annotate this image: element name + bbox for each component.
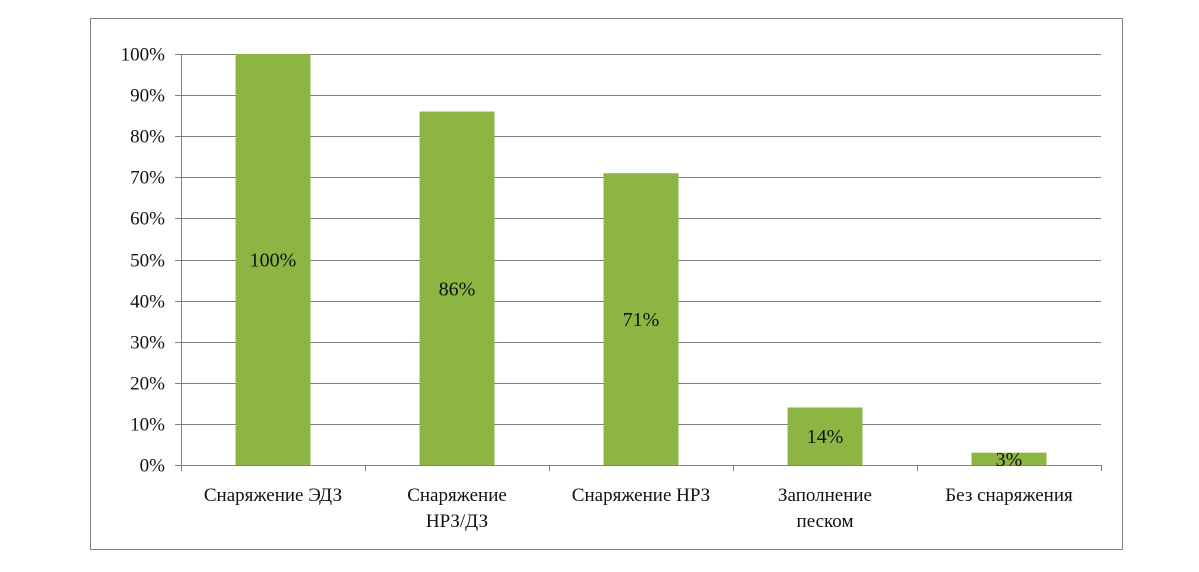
y-tick-label: 50% — [130, 251, 165, 272]
data-label: 86% — [439, 278, 476, 300]
x-category-labels: Снаряжение ЭДЗ Снаряжение НРЗ/ДЗ Снаряжение… — [204, 485, 1073, 532]
x-category-label: Без снаряжения — [945, 485, 1073, 506]
y-tick-label: 80% — [130, 127, 165, 148]
y-tick-label: 40% — [130, 292, 165, 313]
data-label: 71% — [623, 309, 660, 331]
bar — [971, 452, 1047, 465]
y-tick-label: 30% — [130, 333, 165, 354]
bars — [235, 54, 1047, 465]
x-category-label: Снаряжение ЭДЗ — [204, 485, 342, 506]
bar — [603, 173, 679, 465]
x-category-label: Снаряжение — [407, 485, 507, 506]
x-category-label: песком — [797, 511, 854, 532]
data-labels: 100% 86% 71% 14% 3% — [250, 250, 1023, 471]
y-tick-label: 70% — [130, 168, 165, 189]
x-category-label: НРЗ/ДЗ — [426, 511, 488, 532]
y-tick-label: 100% — [121, 45, 166, 66]
grid-lines — [181, 54, 1101, 425]
y-tick-label: 10% — [130, 415, 165, 436]
data-label: 100% — [250, 250, 297, 272]
data-label: 14% — [807, 426, 844, 448]
x-category-label: Заполнение — [778, 485, 872, 506]
bar — [235, 54, 311, 465]
y-tick-label: 90% — [130, 86, 165, 107]
y-tick-labels: 0% 10% 20% 30% 40% 50% 60% 70% 80% 90% 100% — [121, 45, 166, 477]
axes — [175, 54, 1102, 471]
bar — [419, 111, 495, 465]
bar — [787, 407, 863, 465]
y-tick-label: 0% — [140, 456, 166, 477]
y-tick-label: 60% — [130, 209, 165, 230]
data-label: 3% — [996, 449, 1023, 471]
x-category-label: Снаряжение НРЗ — [572, 485, 710, 506]
y-tick-label: 20% — [130, 374, 165, 395]
